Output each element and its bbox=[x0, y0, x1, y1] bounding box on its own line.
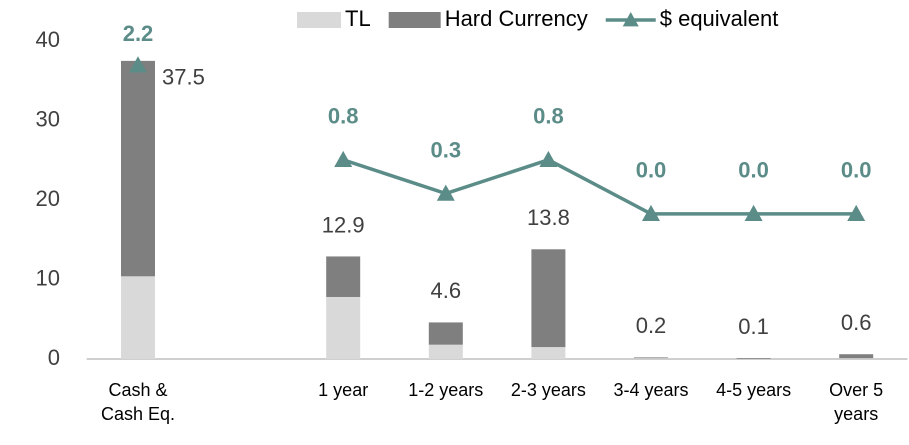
legend-swatch bbox=[388, 12, 441, 28]
line-marker bbox=[436, 184, 455, 201]
legend-label: TL bbox=[345, 6, 371, 31]
total-label: 0.2 bbox=[636, 313, 667, 338]
bar-segment bbox=[634, 358, 668, 359]
line-value-label: 0.8 bbox=[328, 104, 359, 129]
bar-segment bbox=[839, 358, 874, 359]
legend-swatch bbox=[297, 12, 341, 28]
line-marker bbox=[642, 204, 660, 222]
legend-marker bbox=[622, 12, 639, 27]
total-label: 12.9 bbox=[322, 212, 365, 237]
line-marker bbox=[744, 204, 763, 222]
line-value-label: 0.0 bbox=[841, 158, 872, 183]
bar-segment bbox=[326, 256, 361, 297]
line-value-label: 0.3 bbox=[431, 137, 462, 162]
bar-segment bbox=[121, 60, 155, 277]
line-marker bbox=[847, 204, 866, 222]
bar-segment bbox=[634, 357, 668, 359]
y-tick-label: 0 bbox=[48, 345, 60, 370]
line-value-label: 0.0 bbox=[636, 158, 667, 183]
y-tick-label: 40 bbox=[36, 27, 60, 52]
line bbox=[342, 157, 857, 216]
bar-segment bbox=[531, 347, 566, 359]
bar-segment bbox=[531, 249, 566, 348]
total-label: 4.6 bbox=[431, 278, 462, 303]
total-label: 0.6 bbox=[841, 310, 872, 335]
x-tick-label: 2-3 years bbox=[510, 380, 586, 400]
y-tick-label: 20 bbox=[36, 186, 60, 211]
x-tick-label: Over 5 years bbox=[829, 380, 884, 424]
y-tick-label: 10 bbox=[36, 265, 60, 290]
bar-segment bbox=[326, 296, 361, 359]
bar-segment bbox=[736, 358, 771, 359]
total-label: 0.1 bbox=[738, 314, 769, 339]
bar-segment bbox=[839, 354, 874, 359]
x-tick-label: Cash & Cash Eq. bbox=[100, 380, 176, 424]
bar-segment bbox=[428, 344, 463, 359]
line-value-label: 0.8 bbox=[533, 104, 564, 129]
bar-segment bbox=[121, 276, 155, 359]
total-label: 13.8 bbox=[527, 205, 570, 230]
y-tick-label: 30 bbox=[36, 106, 60, 131]
line-marker bbox=[334, 150, 353, 168]
x-tick-label: 1-2 years bbox=[408, 380, 484, 400]
legend-label: $ equivalent bbox=[660, 6, 779, 31]
bar-segment bbox=[428, 322, 463, 345]
legend-label: Hard Currency bbox=[445, 6, 588, 31]
x-tick-label: 1 year bbox=[318, 380, 369, 400]
x-tick-label: 3-4 years bbox=[613, 380, 689, 400]
line-value-label: 0.0 bbox=[738, 158, 769, 183]
line-marker bbox=[539, 150, 558, 168]
total-label: 37.5 bbox=[162, 65, 205, 90]
x-tick-label: 4-5 years bbox=[716, 380, 792, 400]
line-value-label: 2.2 bbox=[123, 21, 154, 46]
line-marker bbox=[129, 56, 147, 73]
